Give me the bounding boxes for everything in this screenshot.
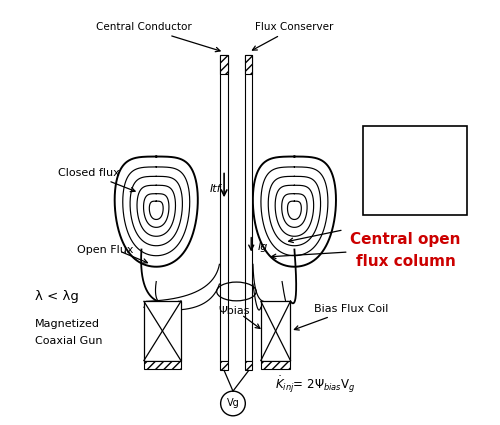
Text: Vg: Vg <box>226 399 239 408</box>
Bar <box>364 126 467 215</box>
Text: Ig: Ig <box>258 242 268 252</box>
Bar <box>245 360 252 371</box>
Text: flux column: flux column <box>356 254 456 269</box>
Text: Central Conductor: Central Conductor <box>96 23 220 52</box>
Bar <box>245 54 252 360</box>
Bar <box>220 360 228 371</box>
Text: λ < λg: λ < λg <box>36 290 79 303</box>
Text: Bias Flux Coil: Bias Flux Coil <box>294 304 388 330</box>
Bar <box>220 54 228 74</box>
Text: Coaxial Gun: Coaxial Gun <box>36 336 103 346</box>
Text: Ψbias: Ψbias <box>218 306 250 316</box>
Text: Flux Conserver: Flux Conserver <box>252 23 334 50</box>
Text: Central open: Central open <box>350 232 461 247</box>
Bar <box>220 54 228 360</box>
Bar <box>261 301 290 360</box>
Text: Itf: Itf <box>210 184 221 194</box>
Text: Open Flux: Open Flux <box>78 244 134 255</box>
Bar <box>261 360 290 369</box>
Bar <box>144 360 181 369</box>
Text: Magnetized: Magnetized <box>36 318 100 329</box>
Text: Closed flux: Closed flux <box>58 168 135 192</box>
Text: $\dot{K}_{inj}$= 2$\Psi_{bias}$V$_g$: $\dot{K}_{inj}$= 2$\Psi_{bias}$V$_g$ <box>274 375 355 395</box>
Bar <box>144 301 181 360</box>
Bar <box>245 54 252 74</box>
